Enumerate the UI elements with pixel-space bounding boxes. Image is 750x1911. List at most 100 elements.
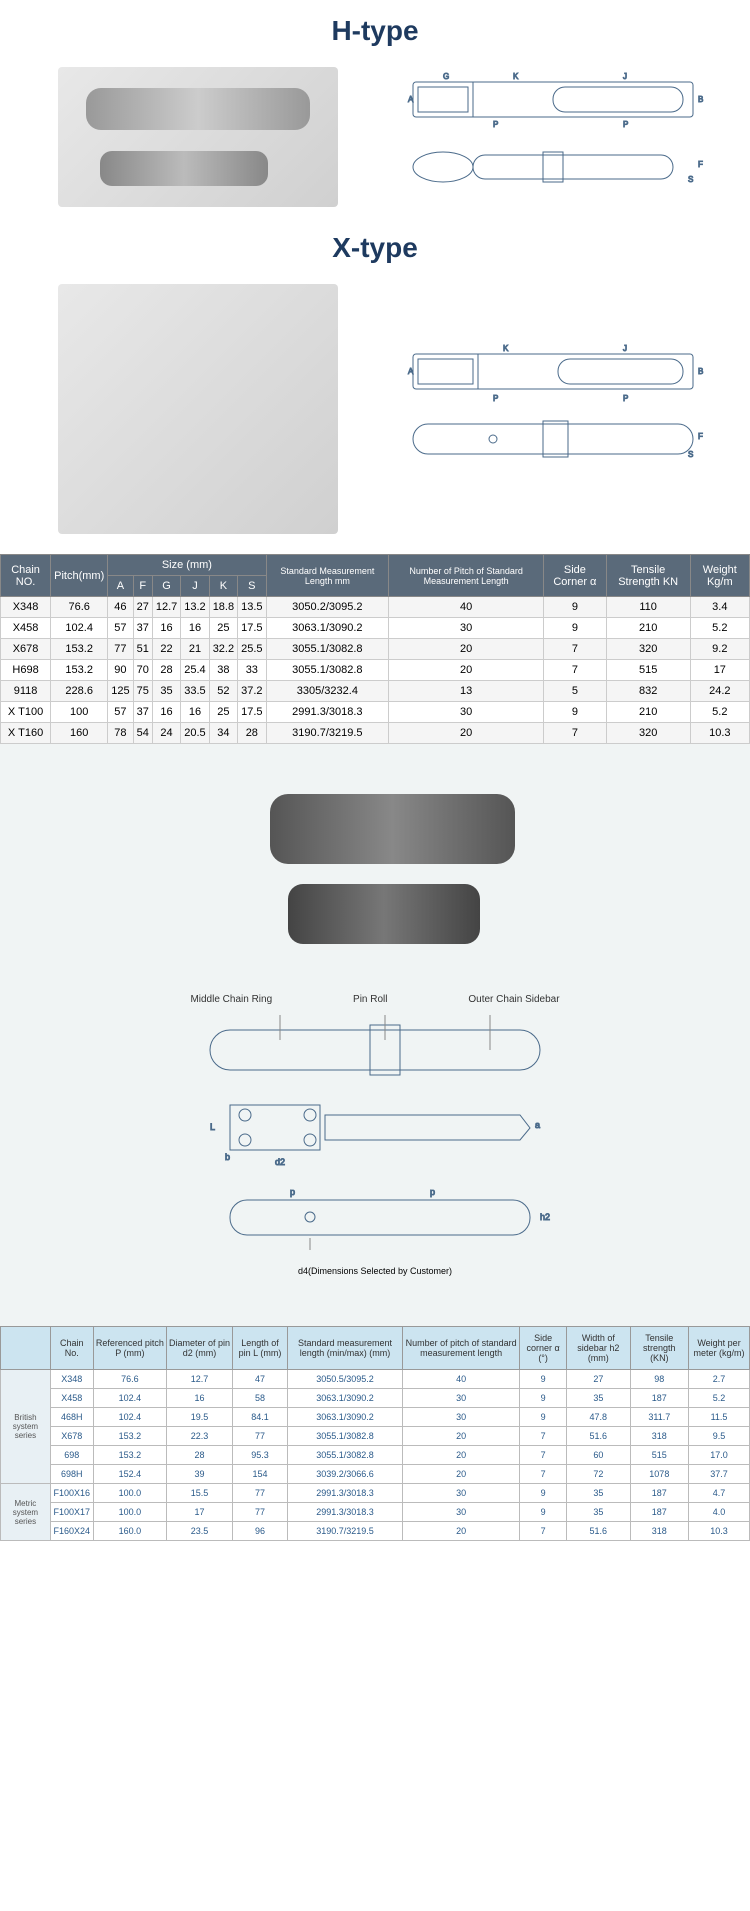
table-cell: 154	[233, 1465, 288, 1484]
table-cell: 110	[606, 597, 690, 618]
table-cell: 27	[133, 597, 152, 618]
table-cell: 30	[389, 702, 544, 723]
table-cell: 2991.3/3018.3	[287, 1503, 402, 1522]
table-cell: 17	[166, 1503, 232, 1522]
svg-text:B: B	[698, 367, 703, 376]
svg-text:A: A	[408, 95, 414, 104]
th-F: F	[133, 576, 152, 597]
series-label-cell: Metric system series	[1, 1484, 51, 1541]
d4-note: d4(Dimensions Selected by Customer)	[150, 1266, 600, 1276]
table-cell: X678	[50, 1427, 93, 1446]
table-cell: 35	[567, 1389, 631, 1408]
table-row: Metric system seriesF100X16100.015.57729…	[1, 1484, 750, 1503]
table-row: 698153.22895.33055.1/3082.82076051517.0	[1, 1446, 750, 1465]
table-cell: 311.7	[630, 1408, 688, 1427]
svg-text:d2: d2	[275, 1157, 285, 1167]
table-cell: 27	[567, 1370, 631, 1389]
table-cell: 37	[133, 702, 152, 723]
table-cell: 7	[520, 1465, 567, 1484]
table-cell: 22	[152, 639, 180, 660]
table-cell: 3055.1/3082.8	[287, 1427, 402, 1446]
table-cell: 100.0	[93, 1503, 166, 1522]
svg-text:p: p	[290, 1187, 295, 1197]
table-cell: 3063.1/3090.2	[287, 1389, 402, 1408]
table-cell: 58	[233, 1389, 288, 1408]
table-cell: 84.1	[233, 1408, 288, 1427]
table-cell: 832	[606, 681, 690, 702]
table-cell: 51	[133, 639, 152, 660]
table-cell: 35	[567, 1503, 631, 1522]
table-cell: 20	[403, 1427, 520, 1446]
table-row: X458102.416583063.1/3090.2309351875.2	[1, 1389, 750, 1408]
label-outer-sidebar: Outer Chain Sidebar	[468, 994, 559, 1005]
table-cell: 57	[108, 702, 133, 723]
th-G: G	[152, 576, 180, 597]
table-cell: 5	[544, 681, 607, 702]
table-cell: 37	[133, 618, 152, 639]
table-cell: 20	[403, 1446, 520, 1465]
table-cell: 3063.1/3090.2	[266, 618, 389, 639]
label-pin-roll: Pin Roll	[353, 994, 387, 1005]
htype-title: H-type	[0, 0, 750, 57]
table-cell: 75	[133, 681, 152, 702]
svg-text:F: F	[698, 432, 703, 441]
th-weight: Weight Kg/m	[690, 555, 749, 597]
table-cell: 160.0	[93, 1522, 166, 1541]
svg-text:b: b	[225, 1152, 230, 1162]
table-cell: 7	[544, 723, 607, 744]
table-cell: 3055.1/3082.8	[266, 639, 389, 660]
table-cell: X T100	[1, 702, 51, 723]
table-cell: 102.4	[51, 618, 108, 639]
table-cell: 17.5	[238, 702, 266, 723]
htype-diagram-row: A G K J B P P F S	[0, 57, 750, 217]
svg-text:F: F	[698, 160, 703, 169]
table-cell: 9.2	[690, 639, 749, 660]
table-row: X458102.4573716162517.53063.1/3090.23092…	[1, 618, 750, 639]
table-cell: X678	[1, 639, 51, 660]
table-row: British system seriesX34876.612.7473050.…	[1, 1370, 750, 1389]
table-cell: 39	[166, 1465, 232, 1484]
th-J: J	[181, 576, 209, 597]
th2-len-pin: Length of pin L (mm)	[233, 1327, 288, 1370]
th2-chain-no: Chain No.	[50, 1327, 93, 1370]
table-row: X34876.6462712.713.218.813.53050.2/3095.…	[1, 597, 750, 618]
table-cell: 70	[133, 660, 152, 681]
table-cell: 160	[51, 723, 108, 744]
svg-text:h2: h2	[540, 1212, 550, 1222]
table-cell: 3190.7/3219.5	[266, 723, 389, 744]
table-cell: 515	[606, 660, 690, 681]
table-cell: 28	[238, 723, 266, 744]
table-cell: 7	[520, 1446, 567, 1465]
spec-table-1: Chain NO. Pitch(mm) Size (mm) Standard M…	[0, 554, 750, 744]
table-row: H698153.290702825.438333055.1/3082.82075…	[1, 660, 750, 681]
th2-series	[1, 1327, 51, 1370]
table-cell: 3055.1/3082.8	[266, 660, 389, 681]
svg-text:B: B	[698, 95, 703, 104]
table-cell: 468H	[50, 1408, 93, 1427]
table-cell: 78	[108, 723, 133, 744]
table-cell: 153.2	[51, 660, 108, 681]
table-cell: 3190.7/3219.5	[287, 1522, 402, 1541]
table-cell: 25	[209, 618, 237, 639]
table-cell: 2991.3/3018.3	[287, 1484, 402, 1503]
xtype-photo-container	[30, 284, 365, 534]
table-cell: 30	[403, 1484, 520, 1503]
table-cell: 90	[108, 660, 133, 681]
table-cell: F100X17	[50, 1503, 93, 1522]
table-cell: 3050.2/3095.2	[266, 597, 389, 618]
table-cell: 9	[520, 1370, 567, 1389]
table-cell: 46	[108, 597, 133, 618]
table-cell: 7	[520, 1522, 567, 1541]
table-cell: 9	[520, 1389, 567, 1408]
xtype-diagram-row: A K J B P P F S	[0, 274, 750, 544]
th2-width-sidebar: Width of sidebar h2 (mm)	[567, 1327, 631, 1370]
table-cell: 37.2	[238, 681, 266, 702]
table-cell: F100X16	[50, 1484, 93, 1503]
table-cell: 2991.3/3018.3	[266, 702, 389, 723]
table-cell: 12.7	[152, 597, 180, 618]
table-cell: 3039.2/3066.6	[287, 1465, 402, 1484]
table-cell: 16	[181, 702, 209, 723]
table-cell: 7	[544, 639, 607, 660]
table-cell: 35	[152, 681, 180, 702]
table-cell: 4.0	[689, 1503, 750, 1522]
